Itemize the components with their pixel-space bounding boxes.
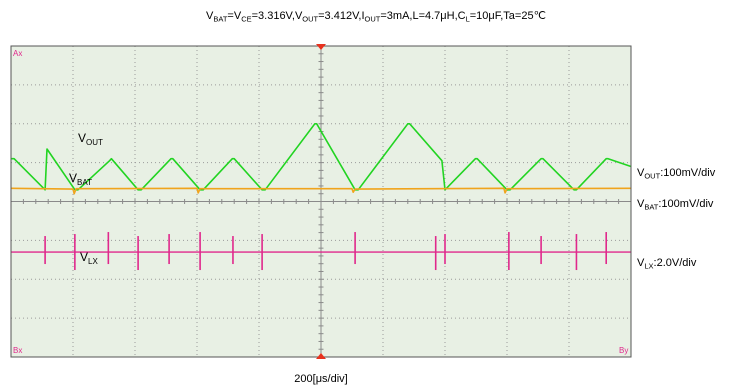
title-part: =3mA,L=4.7μH,C	[380, 10, 465, 22]
grid	[10, 45, 632, 358]
corner-mark-bottom-right: By	[619, 346, 628, 355]
scale-sub: LX	[644, 262, 653, 271]
title-part: =V	[227, 10, 241, 22]
label-main: V	[78, 131, 86, 145]
traces	[10, 123, 632, 271]
vout-trace-label: VOUT	[78, 131, 103, 147]
plot-area: Ax Bx By	[10, 44, 632, 359]
scale-main: V	[637, 167, 645, 179]
title-part: =10μF,Ta=25℃	[470, 10, 546, 22]
scale-rest: :2.0V/div	[654, 257, 697, 269]
chart-title: VBAT=VCE=3.316V,VOUT=3.412V,IOUT=3mA,L=4…	[206, 10, 546, 24]
label-sub: OUT	[86, 138, 103, 147]
label-sub: BAT	[77, 178, 92, 187]
label-main: V	[80, 250, 88, 264]
corner-mark-bottom-left: Bx	[13, 346, 22, 355]
title-sub: BAT	[213, 15, 227, 24]
title-sub: OUT	[365, 15, 381, 24]
vbat-scale-label: VBAT:100mV/div	[637, 198, 714, 212]
x-axis-label: 200[μs/div]	[294, 373, 347, 385]
title-part: =3.412V,I	[318, 10, 364, 22]
trigger-marker-bottom	[316, 353, 326, 359]
title-sub: CE	[241, 15, 251, 24]
scale-rest: :100mV/div	[660, 167, 716, 179]
vlx-trace-label: VLX	[80, 250, 98, 266]
scale-main: V	[637, 257, 645, 269]
scale-sub: BAT	[644, 203, 658, 212]
label-main: V	[69, 171, 77, 185]
trigger-marker-top	[316, 44, 326, 50]
vbat-trace-label: VBAT	[69, 171, 92, 187]
vbat-trace	[10, 187, 632, 195]
title-part: =3.316V,V	[252, 10, 303, 22]
vout-trace	[11, 123, 632, 191]
vout-scale-label: VOUT:100mV/div	[637, 167, 716, 181]
title-sub: L	[466, 15, 470, 24]
title-part: V	[206, 10, 214, 22]
scale-rest: :100mV/div	[658, 198, 714, 210]
scale-sub: OUT	[644, 172, 660, 181]
scale-main: V	[637, 198, 645, 210]
title-sub: OUT	[302, 15, 318, 24]
label-sub: LX	[88, 257, 98, 266]
vlx-scale-label: VLX:2.0V/div	[637, 257, 697, 271]
corner-mark-top-left: Ax	[13, 49, 22, 58]
